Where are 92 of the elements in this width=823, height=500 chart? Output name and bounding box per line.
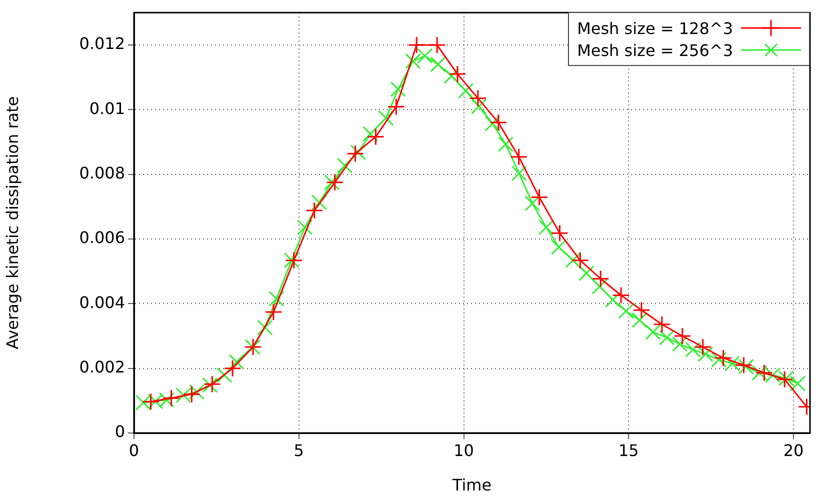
- point: [158, 392, 174, 408]
- point: [698, 346, 714, 362]
- point: [162, 389, 180, 407]
- point: [216, 367, 232, 383]
- y-tick-label: 0.01: [89, 98, 125, 118]
- point: [530, 188, 548, 206]
- point: [324, 174, 340, 190]
- point: [264, 303, 282, 321]
- point: [444, 68, 460, 84]
- point: [618, 303, 634, 319]
- point: [498, 136, 514, 152]
- point: [484, 116, 500, 132]
- point: [430, 56, 446, 72]
- point: [674, 327, 692, 345]
- y-tick-label: 0.002: [79, 357, 125, 376]
- point: [672, 336, 688, 352]
- point: [148, 393, 164, 410]
- x-tick-label: 15: [618, 440, 639, 460]
- point: [565, 252, 581, 268]
- point: [550, 224, 568, 242]
- point: [578, 265, 594, 282]
- x-tick-label: 20: [783, 440, 804, 460]
- legend-label: Mesh size = 128^3: [577, 18, 733, 38]
- point: [458, 83, 474, 99]
- x-tick-label: 10: [454, 440, 474, 460]
- point: [510, 148, 528, 166]
- point: [203, 375, 221, 393]
- point: [790, 376, 806, 392]
- y-tick-label: 0.006: [79, 228, 125, 248]
- point: [176, 387, 192, 403]
- point: [417, 48, 433, 64]
- point: [228, 354, 244, 370]
- point: [336, 158, 353, 174]
- y-axis-title: Average kinetic dissipation rate: [2, 96, 22, 350]
- point: [711, 352, 727, 368]
- point: [346, 144, 364, 162]
- point: [764, 367, 781, 383]
- point: [592, 270, 610, 288]
- point: [469, 90, 487, 108]
- y-tick-label: 0.012: [79, 34, 125, 54]
- point: [592, 278, 608, 294]
- point: [188, 384, 204, 400]
- point: [202, 377, 218, 393]
- y-tick-label: 0: [114, 422, 125, 442]
- point: [224, 360, 242, 378]
- point: [755, 364, 773, 382]
- point: [182, 385, 200, 403]
- point: [734, 356, 752, 374]
- point: [550, 239, 567, 255]
- point: [724, 356, 740, 372]
- point: [471, 98, 487, 114]
- point: [738, 358, 754, 375]
- point: [653, 316, 671, 334]
- x-axis-title: Time: [451, 476, 492, 495]
- point: [285, 252, 303, 270]
- point: [659, 330, 675, 346]
- point: [387, 98, 405, 116]
- point: [312, 194, 328, 210]
- point: [714, 349, 732, 367]
- point: [405, 53, 421, 69]
- point: [524, 196, 540, 212]
- point: [685, 342, 701, 358]
- point: [632, 312, 648, 328]
- point: [632, 301, 650, 319]
- legend-label: Mesh size = 256^3: [577, 40, 733, 60]
- point: [268, 290, 284, 307]
- point: [284, 252, 300, 268]
- point: [645, 324, 661, 340]
- y-tick-label: 0.004: [79, 292, 125, 312]
- point: [490, 114, 508, 132]
- point: [511, 166, 527, 182]
- point: [694, 338, 712, 356]
- x-tick-label: 0: [128, 440, 140, 460]
- point: [752, 365, 768, 381]
- y-tick-label: 0.008: [79, 163, 125, 182]
- point: [390, 81, 406, 98]
- point: [571, 252, 589, 270]
- point: [408, 36, 426, 54]
- point: [378, 110, 394, 126]
- point: [296, 220, 313, 236]
- point: [257, 320, 273, 336]
- point: [428, 36, 446, 54]
- point: [604, 292, 621, 308]
- point: [306, 202, 324, 220]
- point: [538, 220, 554, 236]
- x-tick-label: 5: [294, 440, 304, 460]
- point: [362, 126, 378, 142]
- point: [326, 174, 344, 192]
- point: [366, 128, 384, 146]
- point: [142, 392, 160, 410]
- point: [448, 65, 466, 83]
- point: [612, 286, 630, 304]
